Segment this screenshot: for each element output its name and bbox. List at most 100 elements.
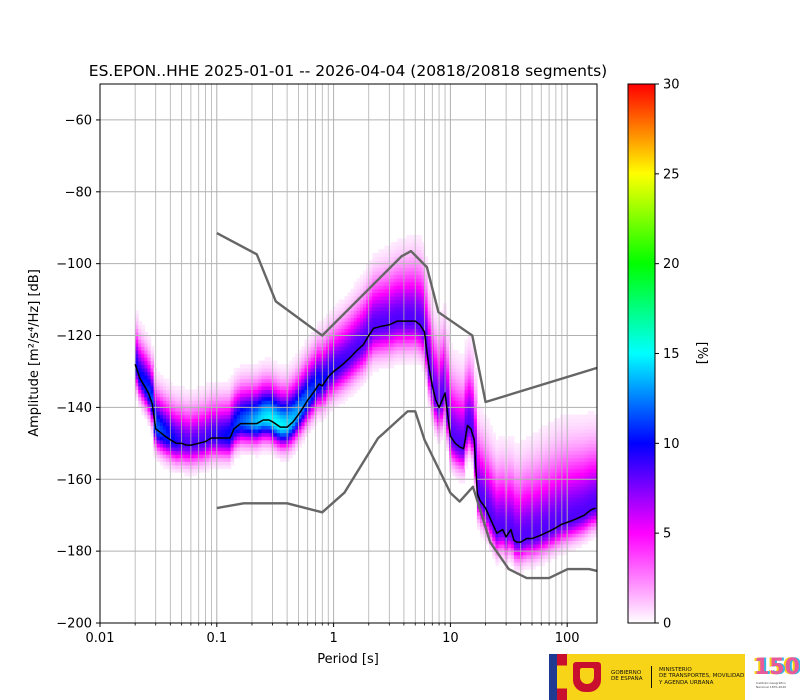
heatmap-cell: [566, 525, 570, 531]
heatmap-cell: [181, 421, 186, 426]
heatmap-cell: [427, 339, 432, 344]
heatmap-cell: [464, 421, 469, 426]
heatmap-cell: [384, 292, 389, 297]
heatmap-cell: [227, 382, 232, 387]
heatmap-cell: [393, 346, 398, 351]
heatmap-cell: [375, 303, 379, 308]
heatmap-cell: [578, 533, 583, 538]
heatmap-cell: [418, 303, 423, 308]
heatmap-cell: [205, 418, 210, 423]
heatmap-cell: [347, 371, 352, 376]
heatmap-cell: [218, 428, 222, 434]
heatmap-cell: [501, 479, 506, 484]
heatmap-cell: [406, 335, 410, 340]
heatmap-cell: [190, 425, 195, 430]
heatmap-cell: [249, 428, 253, 434]
heatmap-cell: [569, 468, 573, 473]
heatmap-cell: [138, 378, 142, 383]
heatmap-cell: [523, 547, 527, 552]
heatmap-cell: [529, 554, 533, 559]
heatmap-cell: [581, 428, 586, 434]
heatmap-cell: [390, 256, 395, 261]
heatmap-cell: [353, 296, 358, 301]
heatmap-cell: [446, 328, 450, 333]
heatmap-cell: [396, 263, 401, 268]
heatmap-cell: [452, 353, 456, 358]
heatmap-cell: [202, 414, 207, 419]
heatmap-cell: [449, 367, 453, 373]
heatmap-cell: [449, 446, 453, 452]
heatmap-cell: [301, 382, 306, 387]
heatmap-cell: [520, 561, 524, 567]
heatmap-cell: [550, 551, 555, 556]
heatmap-cell: [236, 436, 241, 441]
heatmap-cell: [310, 360, 315, 365]
heatmap-cell: [563, 547, 567, 552]
heatmap-cell: [566, 439, 570, 444]
heatmap-cell: [544, 529, 549, 534]
heatmap-cell: [467, 407, 472, 412]
heatmap-cell: [458, 436, 463, 441]
heatmap-cell: [541, 551, 546, 556]
heatmap-cell: [147, 353, 152, 358]
y-tick-label: −180: [56, 545, 92, 560]
heatmap-cell: [498, 450, 503, 455]
heatmap-cell: [282, 418, 287, 423]
heatmap-cell: [455, 385, 460, 391]
heatmap-cell: [415, 281, 420, 286]
heatmap-cell: [541, 497, 546, 502]
heatmap-cell: [359, 353, 364, 358]
heatmap-cell: [141, 396, 145, 401]
heatmap-cell: [523, 500, 527, 506]
heatmap-cell: [363, 313, 367, 319]
heatmap-cell: [415, 263, 420, 268]
heatmap-cell: [507, 508, 512, 513]
heatmap-cell: [150, 385, 155, 391]
heatmap-cell: [224, 382, 229, 387]
heatmap-cell: [526, 457, 530, 462]
heatmap-cell: [304, 389, 309, 394]
heatmap-cell: [338, 353, 343, 358]
heatmap-cell: [433, 367, 438, 373]
heatmap-cell: [233, 418, 238, 423]
heatmap-cell: [584, 518, 589, 523]
heatmap-cell: [344, 303, 349, 308]
heatmap-cell: [282, 436, 287, 441]
heatmap-cell: [498, 543, 503, 549]
heatmap-cell: [267, 425, 272, 430]
heatmap-cell: [452, 461, 456, 466]
heatmap-cell: [190, 432, 195, 437]
heatmap-cell: [363, 360, 367, 365]
heatmap-cell: [363, 375, 367, 380]
heatmap-cell: [593, 525, 597, 531]
heatmap-cell: [412, 263, 416, 268]
heatmap-cell: [393, 360, 398, 365]
heatmap-cell: [569, 421, 573, 426]
heatmap-cell: [329, 313, 333, 319]
heatmap-cell: [335, 378, 339, 383]
heatmap-cell: [399, 274, 404, 279]
heatmap-cell: [289, 367, 293, 373]
heatmap-cell: [510, 511, 515, 516]
heatmap-cell: [242, 428, 247, 434]
heatmap-cell: [470, 378, 475, 383]
heatmap-cell: [369, 321, 373, 326]
heatmap-cell: [424, 313, 429, 319]
heatmap-cell: [501, 450, 506, 455]
heatmap-cell: [316, 414, 321, 419]
heatmap-cell: [239, 378, 244, 383]
heatmap-cell: [227, 428, 232, 434]
heatmap-cell: [412, 306, 416, 311]
heatmap-cell: [209, 418, 213, 423]
heatmap-cell: [350, 375, 355, 380]
heatmap-cell: [544, 540, 549, 545]
heatmap-cell: [252, 389, 256, 394]
heatmap-cell: [415, 310, 420, 315]
heatmap-cell: [298, 360, 303, 365]
heatmap-cell: [492, 475, 496, 480]
heatmap-cell: [181, 464, 186, 470]
heatmap-cell: [341, 349, 346, 355]
ign-text: Instituto Geográfico Nacional 1870-2020: [755, 681, 787, 689]
heatmap-cell: [403, 335, 407, 340]
heatmap-cell: [341, 339, 346, 344]
